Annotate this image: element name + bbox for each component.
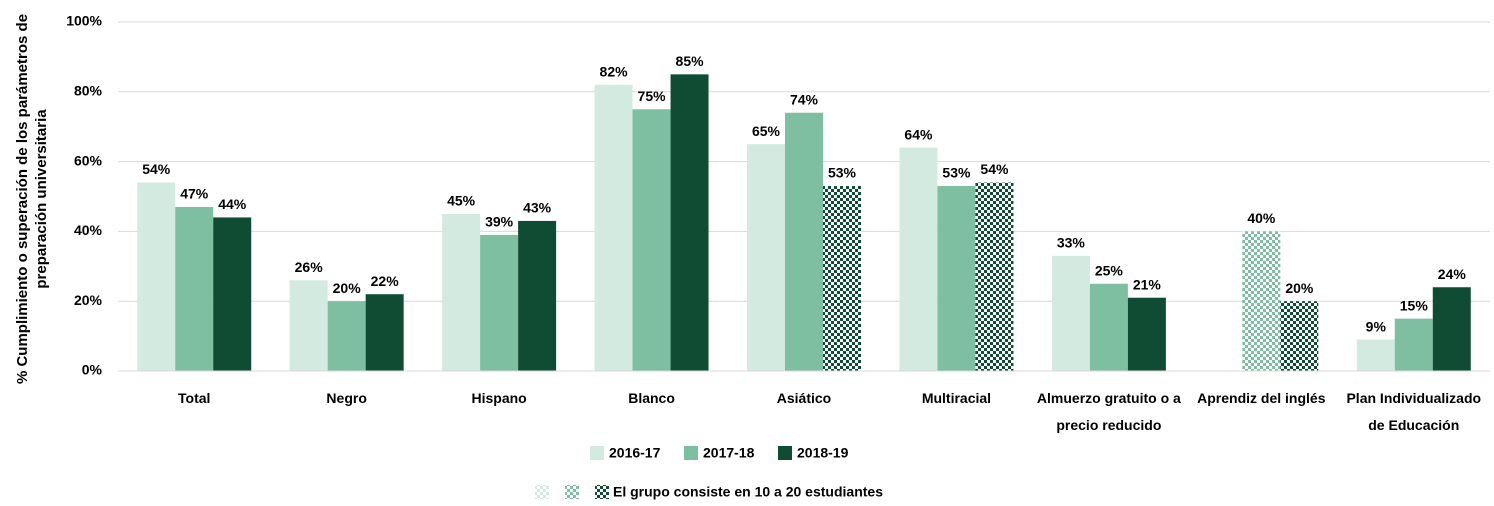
pattern-swatch <box>595 485 609 499</box>
bar <box>1280 301 1319 371</box>
bar <box>175 206 214 371</box>
data-label: 20% <box>333 280 362 296</box>
data-label: 44% <box>218 196 247 212</box>
data-label: 54% <box>142 161 171 177</box>
bar <box>1394 318 1433 371</box>
x-tick-label: Aprendiz del inglés <box>1197 390 1326 406</box>
bar <box>937 186 976 371</box>
data-label: 22% <box>371 273 400 289</box>
x-tick-label: Plan Individualizado de Educación <box>1346 390 1482 433</box>
data-label: 39% <box>485 214 514 230</box>
bar <box>975 182 1014 371</box>
x-tick-label: Hispano <box>471 390 527 406</box>
legend-label: 2017-18 <box>703 445 755 461</box>
bar <box>213 217 252 371</box>
x-tick-label: Almuerzo gratuito o a precio reducido <box>1036 390 1181 433</box>
bar <box>1127 297 1166 371</box>
bar <box>1356 339 1395 371</box>
pattern-swatch <box>535 485 549 499</box>
data-label: 53% <box>942 165 971 181</box>
bar <box>1089 283 1128 371</box>
data-label: 45% <box>447 193 476 209</box>
y-tick-label: 40% <box>74 222 103 238</box>
bar <box>289 280 328 371</box>
bar <box>899 147 938 371</box>
x-tick-label: Total <box>178 390 211 406</box>
data-label: 82% <box>600 64 629 80</box>
data-label: 25% <box>1095 262 1124 278</box>
data-label: 21% <box>1133 276 1162 292</box>
x-tick-label: Asiático <box>776 390 832 406</box>
y-tick-label: 80% <box>74 83 103 99</box>
bar <box>137 182 176 371</box>
data-label: 24% <box>1438 266 1467 282</box>
legend-swatch <box>590 446 604 460</box>
y-tick-label: 60% <box>74 152 103 168</box>
legend-label: 2018-19 <box>797 445 849 461</box>
data-label: 74% <box>790 91 819 107</box>
data-label: 9% <box>1366 318 1387 334</box>
data-label: 15% <box>1400 297 1429 313</box>
bar <box>365 294 404 371</box>
data-label: 75% <box>638 88 667 104</box>
data-label: 53% <box>828 165 857 181</box>
bar <box>518 220 557 371</box>
y-tick-label: 100% <box>66 13 102 29</box>
y-axis-title: % Cumplimiento o superación de los parám… <box>14 13 50 385</box>
bar <box>632 109 671 371</box>
data-label: 64% <box>904 126 933 142</box>
legend-swatch <box>778 446 792 460</box>
data-label: 43% <box>523 200 552 216</box>
data-label: 85% <box>676 53 705 69</box>
data-label: 47% <box>180 186 209 202</box>
legend-swatch <box>684 446 698 460</box>
x-tick-label: Negro <box>326 390 367 406</box>
bar <box>747 144 785 371</box>
pattern-swatch <box>565 485 579 499</box>
x-tick-label: Multiracial <box>921 390 992 406</box>
bar <box>785 112 823 372</box>
y-tick-label: 20% <box>74 292 103 308</box>
bar <box>1242 231 1281 371</box>
pattern-legend-label: El grupo consiste en 10 a 20 estudiantes <box>613 484 883 500</box>
bar <box>327 301 366 371</box>
data-label: 65% <box>752 123 781 139</box>
bar <box>442 213 481 371</box>
y-tick-label: 0% <box>82 362 103 378</box>
x-tick-label: Blanco <box>628 390 675 406</box>
data-label: 20% <box>1285 280 1314 296</box>
data-label: 26% <box>295 259 324 275</box>
bar <box>670 74 709 371</box>
bar <box>1432 287 1471 371</box>
legend-label: 2016-17 <box>609 445 661 461</box>
data-label: 40% <box>1247 210 1276 226</box>
bar <box>823 186 861 371</box>
data-label: 33% <box>1057 235 1086 251</box>
bar <box>594 84 633 371</box>
bar <box>480 234 519 371</box>
data-label: 54% <box>980 161 1009 177</box>
bar <box>1051 255 1090 371</box>
